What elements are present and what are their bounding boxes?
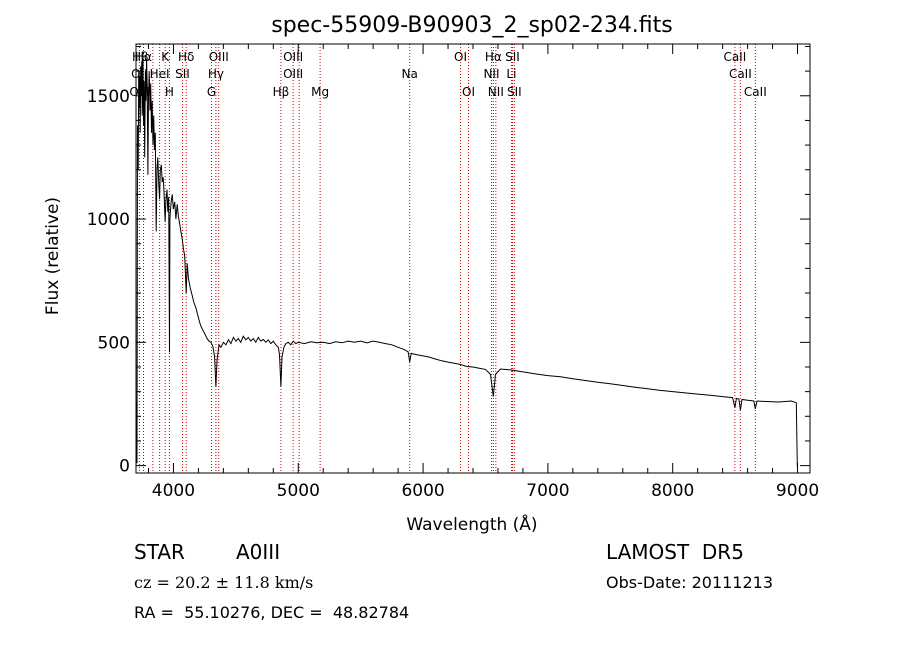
line-label: OIII [283, 67, 303, 81]
line-label: Li [506, 67, 516, 81]
y-tick-label: 500 [98, 333, 130, 353]
line-label: Hα [135, 50, 152, 64]
x-tick-label: 6000 [401, 481, 444, 501]
redshift-text: cz = 20.2 ± 11.8 km/s [134, 573, 314, 592]
x-tick-label: 5000 [277, 481, 320, 501]
y-tick-label: 0 [119, 457, 130, 477]
x-tick-label: 4000 [152, 481, 195, 501]
line-label: OIII [129, 85, 149, 99]
spectrum-line [135, 51, 798, 467]
line-label: CaII [723, 50, 746, 64]
x-axis-label: Wavelength (Å) [406, 513, 537, 535]
object-class: STAR [134, 540, 185, 564]
line-label: OI [454, 50, 467, 64]
y-tick-label: 1000 [87, 210, 130, 230]
line-label: OII [131, 67, 148, 81]
line-label: HeI [150, 67, 170, 81]
line-label: CaII [729, 67, 752, 81]
line-label: OIII [283, 50, 303, 64]
survey-name: LAMOST DR5 [606, 540, 744, 564]
line-label: OIII [209, 50, 229, 64]
line-label: Mg [311, 85, 329, 99]
line-markers [138, 44, 756, 473]
line-label: G [207, 85, 216, 99]
y-tick-label: 1500 [87, 87, 130, 107]
line-label: NII [488, 85, 504, 99]
x-tick-label: 9000 [776, 481, 819, 501]
coordinates: RA = 55.10276, DEC = 48.82784 [134, 603, 410, 622]
line-label: Hα [485, 50, 502, 64]
line-label: SII [507, 85, 522, 99]
chart-title: spec-55909-B90903_2_sp02-234.fits [271, 13, 673, 38]
line-label: Hγ [208, 67, 224, 81]
plot-frame [135, 43, 811, 474]
line-label: CaII [744, 85, 767, 99]
x-tick-label: 7000 [526, 481, 569, 501]
object-subclass: A0III [236, 540, 281, 564]
line-label: Hδ [178, 50, 194, 64]
line-label: OI [462, 85, 475, 99]
obs-date: Obs-Date: 20111213 [606, 573, 774, 592]
y-axis-label: Flux (relative) [43, 197, 63, 315]
line-label: Hβ [273, 85, 290, 99]
line-label: H [165, 85, 174, 99]
line-label: SII [505, 50, 520, 64]
line-label: K [161, 50, 170, 64]
x-tick-label: 8000 [651, 481, 694, 501]
axis-ticks: 4000 5000 6000 7000 8000 9000 0 500 1000 1500 [87, 44, 819, 501]
line-label: NII [483, 67, 499, 81]
line-label: Na [402, 67, 418, 81]
line-label: SII [175, 67, 190, 81]
